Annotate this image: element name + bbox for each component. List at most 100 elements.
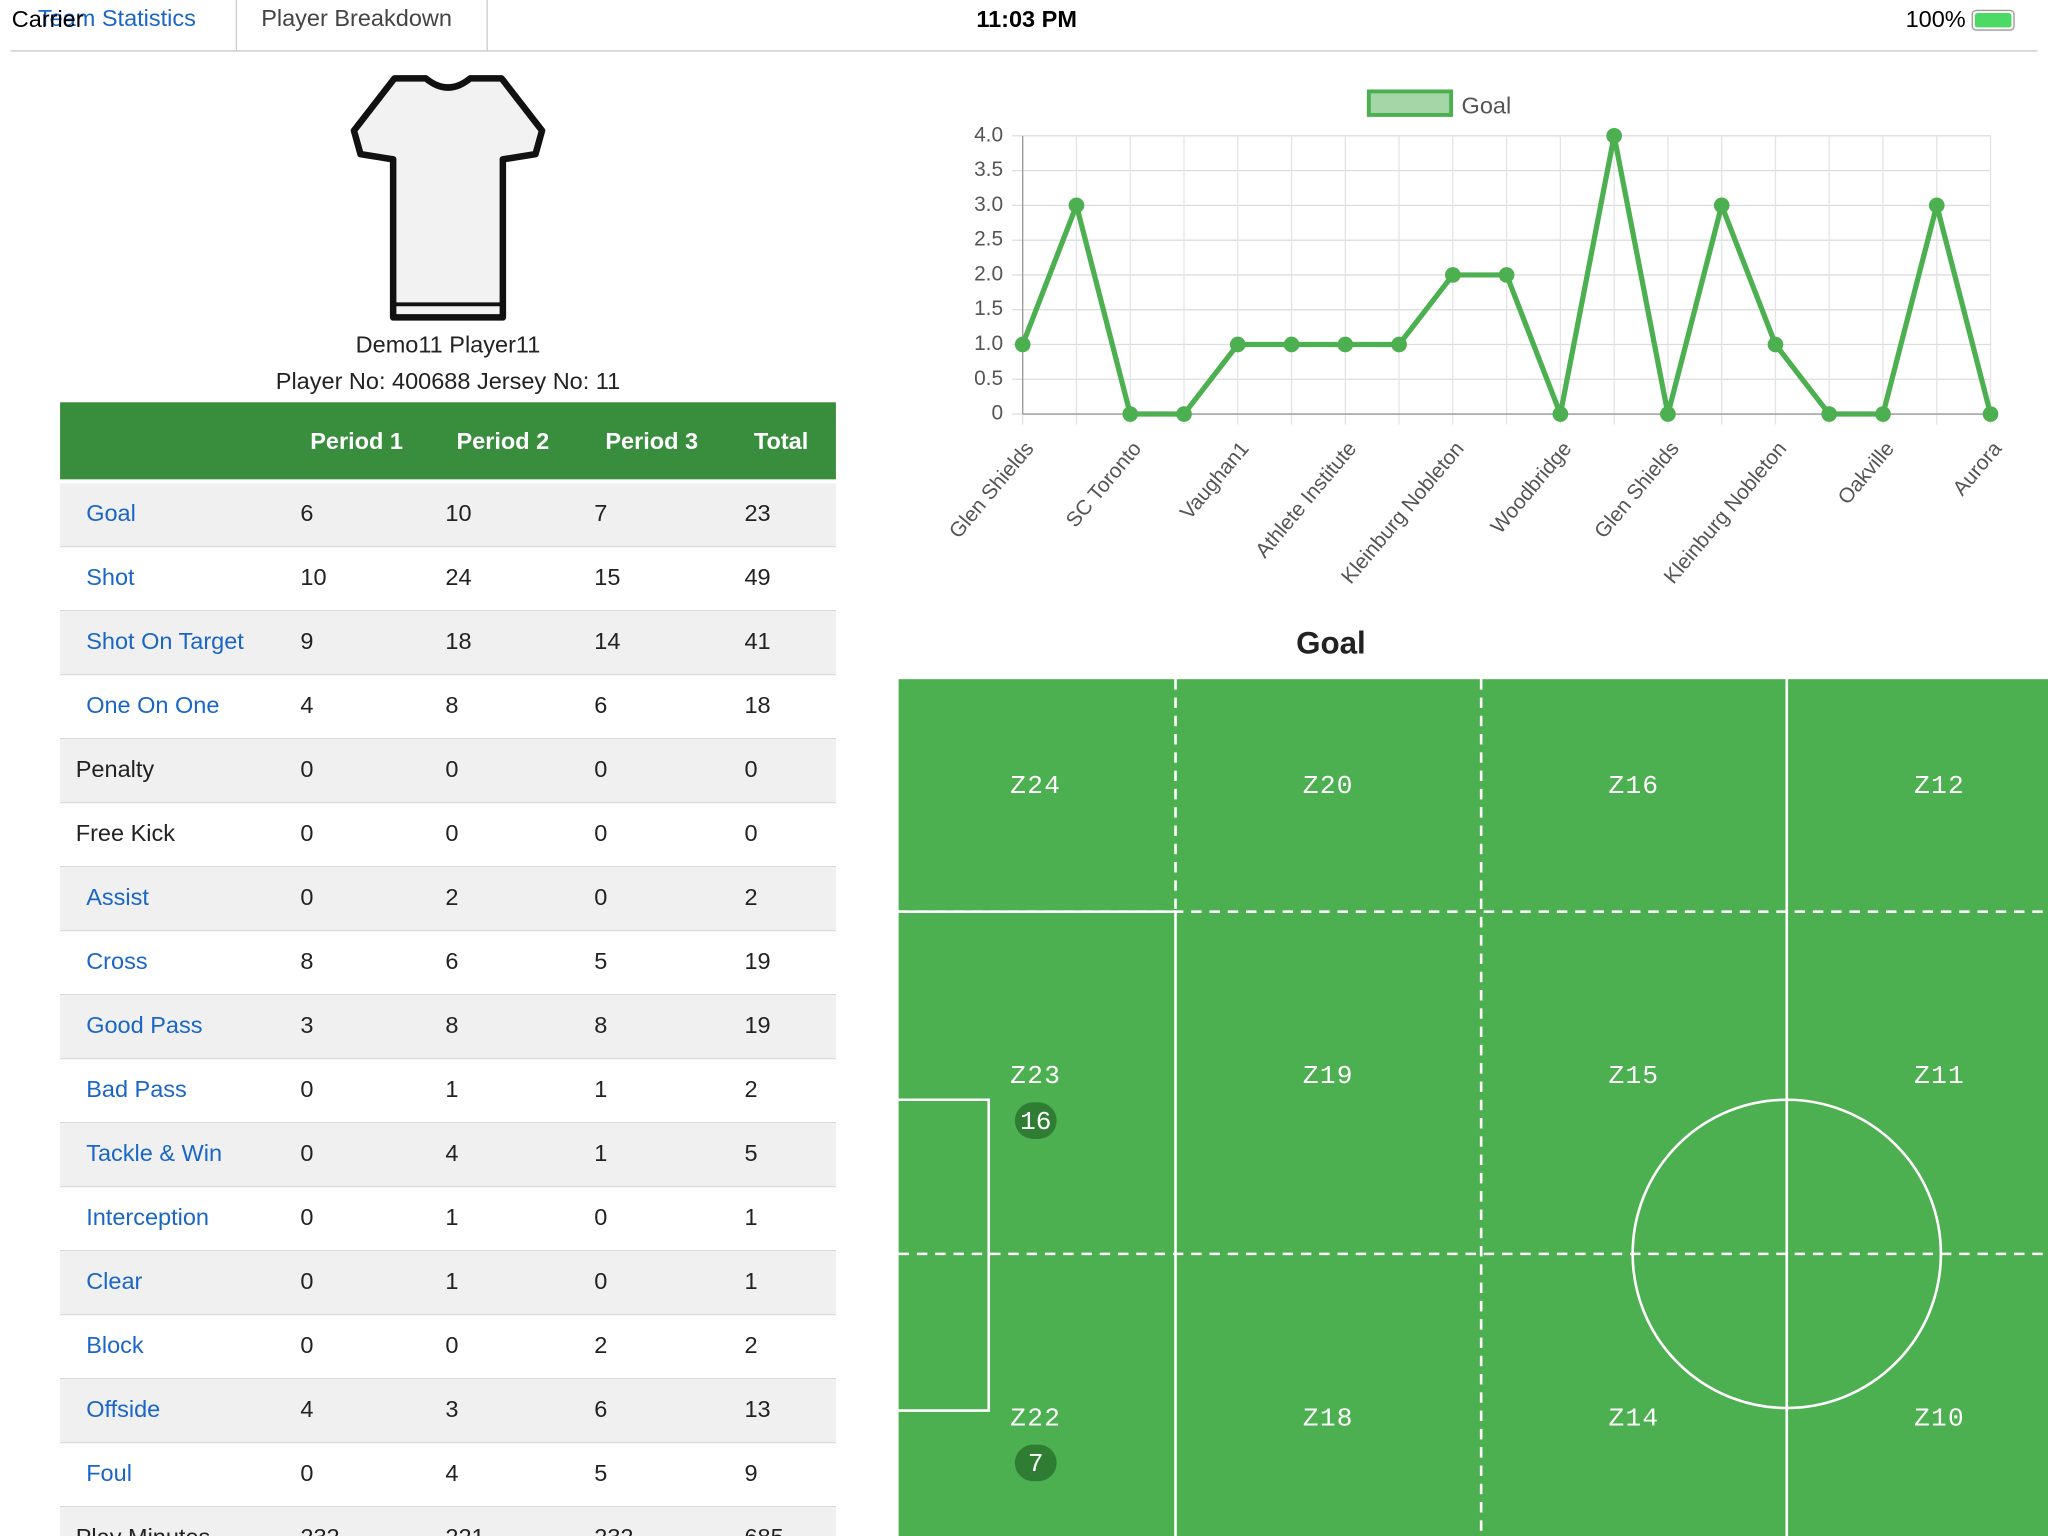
cell: 685 [744,1524,783,1536]
row-label[interactable]: Clear [86,1268,142,1294]
point [1928,197,1945,214]
cell: 4 [445,1140,458,1166]
cell: 0 [300,756,313,782]
cell: 2 [744,884,757,910]
table-header [60,402,836,480]
carrier: Carrier [12,6,84,32]
cell: 0 [300,884,313,910]
cell: 0 [300,1140,313,1166]
cell: 4 [300,692,313,718]
cell: 1 [744,1268,757,1294]
cell: 14 [594,628,620,654]
zone-label: Z14 [1608,1403,1659,1433]
row-label[interactable]: Bad Pass [86,1076,187,1102]
column-header: Total [754,428,808,454]
row-bg [60,1123,836,1186]
zone-label: Z22 [1010,1403,1061,1433]
cell: 0 [594,820,607,846]
cell: 0 [445,820,458,846]
zone-badge [1014,1102,1057,1139]
battery-icon [1971,9,2015,31]
row-label[interactable]: Foul [86,1460,132,1486]
tab[interactable]: Team Statistics [38,5,196,31]
row-bg [60,995,836,1058]
cell: 7 [594,500,607,526]
point [1821,406,1838,422]
jersey-icon [350,75,546,321]
tab[interactable]: Player Breakdown [261,5,452,31]
cell: 15 [594,564,620,590]
point [1982,406,1999,422]
row-label[interactable]: Tackle & Win [86,1140,222,1166]
row-bg [60,1507,836,1536]
zone-label: Z16 [1608,771,1659,801]
battery-text: 100% [1906,6,1966,32]
row-label[interactable]: Shot [86,564,135,590]
cell: 0 [744,756,757,782]
row-label[interactable]: Assist [86,884,149,910]
battery-fill [1974,13,2012,28]
row-label[interactable]: One On One [86,692,219,718]
point [1445,267,1461,283]
zone-count: 7 [1028,1449,1044,1479]
cell: 4 [445,1460,458,1486]
cell: 2 [445,884,458,910]
cell: 49 [744,564,770,590]
y-tick-label: 0 [991,402,1003,425]
cell: 0 [594,884,607,910]
y-tick-label: 0.5 [974,367,1003,390]
row-label[interactable]: Goal [86,500,136,526]
row-label[interactable]: Block [86,1332,144,1358]
cell: 5 [594,1460,607,1486]
cell: 1 [445,1204,458,1230]
cell: 0 [300,1076,313,1102]
point [1552,406,1569,422]
cell: 8 [445,1012,458,1038]
y-tick-label: 3.0 [974,193,1003,216]
cell: 8 [594,1012,607,1038]
row-label[interactable]: Cross [86,948,147,974]
pitch [898,679,2048,1536]
cell: 18 [445,628,471,654]
cell: 5 [594,948,607,974]
cell: 221 [445,1524,484,1536]
field [898,679,2048,1536]
y-tick-label: 1.0 [974,332,1003,355]
zone-label: Z23 [1010,1061,1061,1091]
cell: 1 [445,1076,458,1102]
row-label[interactable]: Good Pass [86,1012,202,1038]
point [1014,336,1031,353]
cell: 9 [300,628,313,654]
cell: 6 [300,500,313,526]
cell: 4 [300,1396,313,1422]
zone-label: Z15 [1608,1061,1659,1091]
cell: 0 [300,1204,313,1230]
cell: 2 [594,1332,607,1358]
zone-label: Z11 [1914,1061,1965,1091]
point [1391,336,1407,353]
row-label[interactable]: Shot On Target [86,628,244,654]
player-info: Player No: 400688 Jersey No: 11 [276,368,620,394]
cell: 24 [445,564,471,590]
y-tick-label: 1.5 [974,297,1003,320]
cell: 19 [744,1012,770,1038]
row-bg [60,483,836,546]
cell: 0 [445,1332,458,1358]
field-title: Goal [1296,626,1366,661]
row-label[interactable]: Interception [86,1204,209,1230]
point [1229,336,1246,353]
point [1875,406,1891,422]
row-label[interactable]: Offside [86,1396,160,1422]
row-bg [60,867,836,930]
point [1498,267,1515,283]
cell: 19 [744,948,770,974]
cell: 8 [300,948,313,974]
pitch-lines [898,679,2048,1536]
row-bg [60,611,836,674]
cell: 9 [744,1460,757,1486]
zone-label: Z12 [1914,771,1965,801]
zone-badge [1014,1444,1057,1482]
cell: 1 [594,1076,607,1102]
cell: 1 [744,1204,757,1230]
cell: 3 [445,1396,458,1422]
